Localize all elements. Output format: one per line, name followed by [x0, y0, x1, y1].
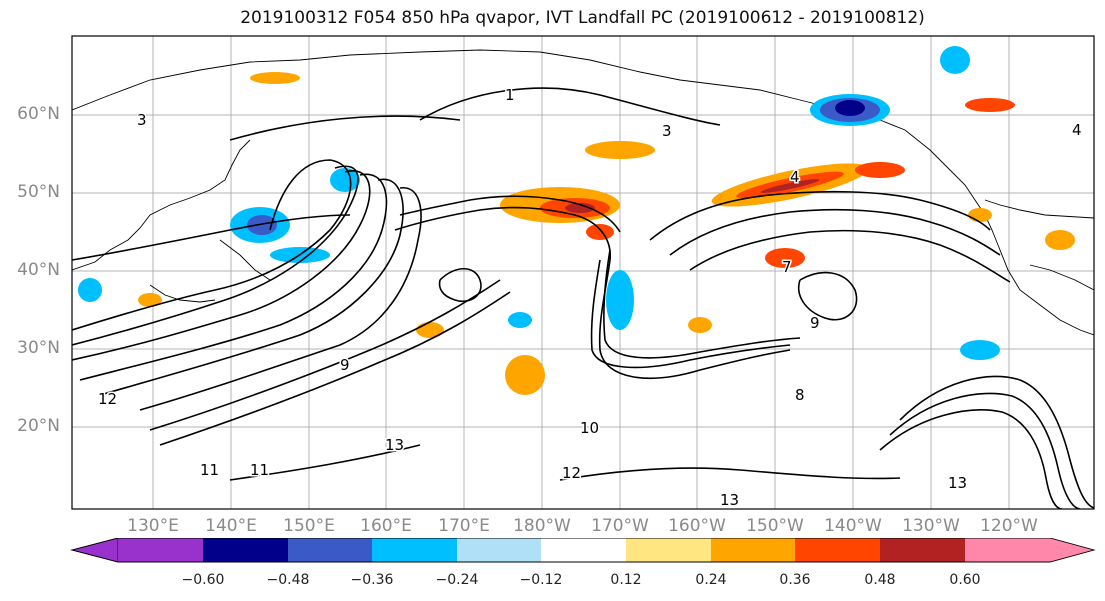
lon-label: 150°W — [746, 516, 804, 536]
colorbar-segment — [1050, 538, 1094, 562]
colorbar-tick-label: 0.36 — [779, 572, 811, 588]
lat-label: 50°N — [17, 182, 60, 202]
gridlines — [72, 36, 1094, 509]
contour-label: 3 — [662, 122, 672, 140]
colorbar-segment — [203, 538, 288, 562]
contour-label: 11 — [200, 461, 219, 479]
colorbar-segment — [457, 538, 541, 562]
lon-label: 180°W — [513, 516, 571, 536]
colorbar-segment — [70, 538, 119, 563]
lon-label: 140°W — [824, 516, 882, 536]
colorbar-segment — [880, 538, 965, 562]
colorbar-segment — [372, 538, 457, 562]
contour-label: 12 — [98, 390, 117, 408]
contour-label: 13 — [948, 474, 967, 492]
colorbar-segment — [118, 538, 203, 562]
lat-label: 20°N — [17, 416, 60, 436]
contour-label: 4 — [1072, 121, 1082, 139]
lat-label: 30°N — [17, 338, 60, 358]
colorbar-segment — [965, 538, 1050, 562]
colorbar-segment — [541, 538, 626, 562]
lon-label: 150°E — [283, 516, 335, 536]
map-title: 2019100312 F054 850 hPa qvapor, IVT Land… — [240, 8, 925, 28]
colorbar-segment — [288, 538, 372, 562]
contour-label: 4 — [790, 168, 800, 186]
colorbar-tick-label: 0.12 — [610, 572, 642, 588]
lat-label: 40°N — [17, 260, 60, 280]
lat-label: 60°N — [17, 104, 60, 124]
lon-label: 130°E — [127, 516, 179, 536]
colorbar-tick-label: 0.24 — [695, 572, 727, 588]
contour-label-group: 1 3 3 4 4 7 9 12 10 12 13 11 11 13 8 9 1… — [97, 85, 1084, 511]
contour-label: 1 — [505, 86, 515, 104]
lon-label: 130°W — [902, 516, 960, 536]
colorbar-tick-label: −0.12 — [519, 572, 563, 588]
lon-label: 160°E — [360, 516, 412, 536]
colorbar-tick-label: −0.36 — [350, 572, 394, 588]
colorbar-tick-label: −0.48 — [266, 572, 310, 588]
lon-label: 170°E — [438, 516, 490, 536]
colorbar-tick-label: −0.24 — [435, 572, 479, 588]
colorbar-tick-label: −0.60 — [181, 572, 225, 588]
contour-label: 9 — [810, 314, 820, 332]
lon-label: 170°W — [591, 516, 649, 536]
contour-label: 8 — [795, 386, 805, 404]
lon-label: 120°W — [980, 516, 1038, 536]
contour-label: 13 — [385, 436, 404, 454]
colorbar-tick-label: 0.60 — [949, 572, 981, 588]
colorbar-segment — [711, 538, 795, 562]
map-frame — [71, 35, 1095, 510]
contour-label: 9 — [340, 356, 350, 374]
contour-label: 7 — [782, 258, 792, 276]
ivt-contours — [72, 87, 1094, 509]
colorbar-segment — [626, 538, 711, 562]
map-panel: 1 3 3 4 4 7 9 12 10 12 13 11 11 13 8 9 1… — [71, 35, 1095, 511]
colorbar-outline — [70, 538, 1096, 563]
contour-label: 10 — [580, 419, 599, 437]
positive-anomaly-fill — [138, 72, 1075, 395]
colorbar-tick-label: 0.48 — [864, 572, 896, 588]
colorbar — [70, 538, 1096, 563]
lon-label: 160°W — [668, 516, 726, 536]
contour-label: 11 — [250, 461, 269, 479]
colorbar-segment — [795, 538, 880, 562]
contour-label: 13 — [720, 491, 739, 509]
contour-label: 12 — [562, 464, 581, 482]
lon-label: 140°E — [205, 516, 257, 536]
contour-label: 3 — [137, 111, 147, 129]
